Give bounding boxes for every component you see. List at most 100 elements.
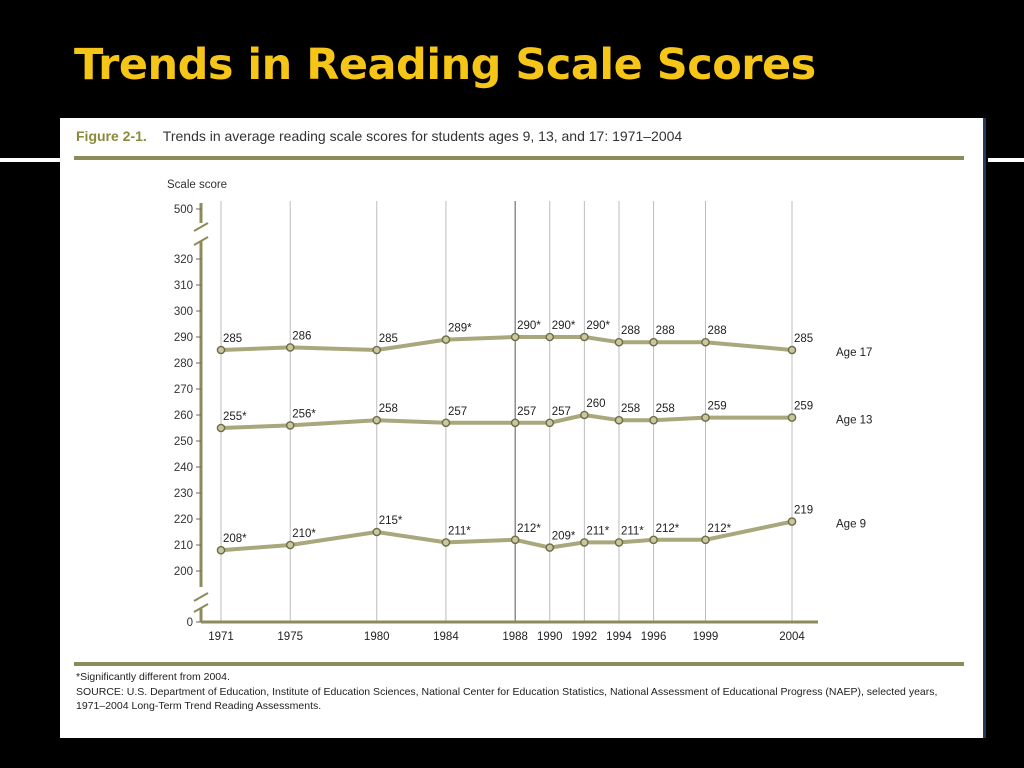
y-tick-label: 310 bbox=[174, 280, 193, 292]
y-tick-label: 230 bbox=[174, 488, 193, 500]
data-point bbox=[787, 517, 797, 526]
footnote-source-line1: SOURCE: U.S. Department of Education, In… bbox=[76, 686, 938, 698]
data-label: 211* bbox=[586, 525, 609, 537]
y-tick-label: 250 bbox=[174, 436, 193, 448]
data-label: 290* bbox=[552, 320, 576, 332]
y-tick-label: 300 bbox=[174, 306, 193, 318]
x-tick-label: 1988 bbox=[502, 631, 528, 643]
data-label: 289* bbox=[448, 323, 472, 335]
data-point bbox=[649, 415, 658, 425]
y-tick-label: 260 bbox=[174, 410, 193, 422]
data-label: 288 bbox=[707, 325, 726, 337]
data-point bbox=[372, 345, 382, 355]
y-tick-label: 220 bbox=[174, 514, 193, 526]
series-label: Age 13 bbox=[836, 415, 872, 427]
slide-title: Trends in Reading Scale Scores bbox=[74, 40, 816, 90]
data-point bbox=[441, 418, 451, 428]
data-label: 290* bbox=[586, 320, 610, 332]
data-point bbox=[614, 538, 624, 547]
data-label: 208* bbox=[223, 533, 247, 545]
x-tick-label: 1999 bbox=[693, 631, 719, 643]
series-label: Age 17 bbox=[836, 347, 872, 359]
data-point bbox=[701, 413, 710, 422]
axis-break-lower-b bbox=[193, 603, 209, 613]
data-label: 260 bbox=[586, 398, 605, 410]
x-tick-label: 1994 bbox=[606, 631, 632, 643]
y-tick-label: 0 bbox=[187, 617, 193, 629]
data-label: 290* bbox=[517, 320, 541, 332]
data-point bbox=[216, 545, 226, 555]
data-label: 212* bbox=[656, 523, 680, 535]
y-tick-label: 290 bbox=[174, 332, 193, 344]
data-label: 288 bbox=[621, 325, 640, 337]
title-divider-right bbox=[988, 158, 1024, 162]
data-point bbox=[216, 423, 226, 433]
y-tick-label: 200 bbox=[174, 566, 193, 578]
data-point bbox=[441, 335, 451, 344]
y-tick-label: 240 bbox=[174, 462, 193, 474]
data-point bbox=[216, 345, 226, 355]
x-tick-label: 1990 bbox=[537, 631, 563, 643]
data-label: 285 bbox=[794, 333, 813, 345]
data-point bbox=[510, 332, 520, 342]
caption-rule bbox=[74, 156, 964, 160]
footnote-significance: *Significantly different from 2004. bbox=[76, 671, 230, 683]
data-label: 219 bbox=[794, 505, 813, 517]
data-label: 256* bbox=[292, 408, 316, 420]
data-label: 259 bbox=[707, 401, 726, 413]
axis-break-upper-a bbox=[193, 222, 209, 232]
data-point bbox=[701, 337, 710, 347]
x-tick-label: 2004 bbox=[779, 631, 805, 643]
data-label: 257 bbox=[517, 406, 536, 418]
data-point bbox=[787, 413, 797, 422]
data-point bbox=[614, 415, 624, 425]
data-point bbox=[285, 343, 295, 352]
data-point bbox=[545, 332, 555, 342]
y-tick-label: 500 bbox=[174, 204, 193, 216]
data-point bbox=[441, 538, 451, 547]
data-point bbox=[580, 332, 589, 342]
data-label: 259 bbox=[794, 401, 813, 413]
axis-break-lower-a bbox=[193, 592, 209, 602]
data-label: 257 bbox=[552, 406, 571, 418]
title-divider-left bbox=[0, 158, 62, 162]
data-point bbox=[285, 421, 295, 430]
reading-trend-chart: Scale score 0 200 210 220 230 240 250 260 270 280 2… bbox=[167, 179, 872, 643]
footnote-rule bbox=[74, 662, 964, 666]
data-point bbox=[545, 418, 555, 428]
data-point bbox=[580, 538, 589, 547]
figure-label: Figure 2-1. bbox=[76, 128, 147, 144]
data-point bbox=[372, 415, 382, 425]
data-label: 258 bbox=[656, 403, 675, 415]
x-tick-label: 1992 bbox=[572, 631, 598, 643]
data-point bbox=[787, 345, 797, 355]
data-point bbox=[614, 337, 624, 347]
data-label: 255* bbox=[223, 411, 247, 423]
data-label: 285 bbox=[379, 333, 398, 345]
y-tick-label: 280 bbox=[174, 358, 193, 370]
data-label: 211* bbox=[621, 525, 644, 537]
y-axis-label: Scale score bbox=[167, 179, 227, 191]
data-label: 288 bbox=[656, 325, 675, 337]
data-point bbox=[649, 337, 658, 347]
data-label: 211* bbox=[448, 525, 471, 537]
data-point bbox=[510, 535, 520, 545]
data-label: 258 bbox=[621, 403, 640, 415]
y-tick-label: 210 bbox=[174, 540, 193, 552]
y-tick-label: 270 bbox=[174, 384, 193, 396]
data-label: 215* bbox=[379, 515, 403, 527]
data-label: 212* bbox=[707, 523, 731, 535]
x-tick-label: 1984 bbox=[433, 631, 459, 643]
series-label: Age 9 bbox=[836, 519, 866, 531]
x-tick-label: 1971 bbox=[208, 631, 234, 643]
data-label: 209* bbox=[552, 531, 576, 543]
figure-panel: Figure 2-1. Trends in average reading sca… bbox=[60, 118, 986, 738]
x-tick-label: 1975 bbox=[277, 631, 303, 643]
data-label: 257 bbox=[448, 406, 467, 418]
data-label: 212* bbox=[517, 523, 541, 535]
x-tick-label: 1980 bbox=[364, 631, 390, 643]
data-point bbox=[510, 418, 520, 428]
figure-caption: Figure 2-1. Trends in average reading sca… bbox=[76, 128, 682, 144]
data-label: 285 bbox=[223, 333, 242, 345]
figure-caption-text: Trends in average reading scale scores f… bbox=[162, 128, 683, 144]
